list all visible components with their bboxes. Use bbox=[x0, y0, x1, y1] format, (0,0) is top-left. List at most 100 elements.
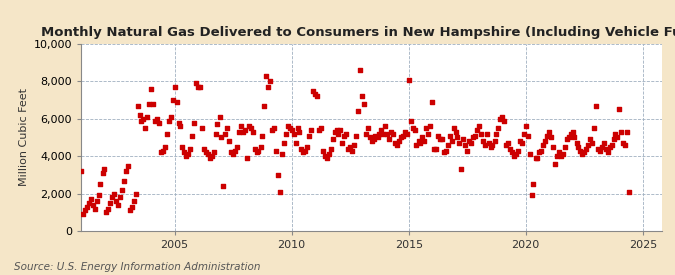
Point bbox=[444, 133, 455, 138]
Point bbox=[230, 148, 240, 153]
Point bbox=[146, 87, 157, 91]
Point bbox=[222, 126, 233, 130]
Point bbox=[516, 141, 527, 145]
Point bbox=[161, 131, 172, 136]
Point bbox=[335, 128, 346, 132]
Point bbox=[341, 131, 352, 136]
Point bbox=[505, 147, 516, 151]
Point bbox=[78, 212, 88, 216]
Point bbox=[378, 131, 389, 136]
Point bbox=[236, 124, 246, 128]
Point bbox=[477, 139, 488, 144]
Point bbox=[589, 126, 599, 130]
Point bbox=[107, 195, 117, 200]
Point bbox=[220, 131, 231, 136]
Point bbox=[374, 131, 385, 136]
Point bbox=[514, 139, 525, 144]
Point bbox=[380, 124, 391, 128]
Point bbox=[421, 126, 431, 130]
Point bbox=[433, 133, 443, 138]
Point bbox=[300, 148, 310, 153]
Point bbox=[551, 154, 562, 158]
Point bbox=[83, 201, 94, 205]
Point bbox=[136, 119, 146, 123]
Point bbox=[368, 137, 379, 142]
Point bbox=[196, 126, 207, 130]
Point bbox=[134, 113, 145, 117]
Point bbox=[538, 143, 549, 147]
Point bbox=[117, 188, 128, 192]
Point bbox=[437, 137, 448, 142]
Point bbox=[76, 169, 86, 173]
Point bbox=[317, 148, 328, 153]
Point bbox=[389, 141, 400, 145]
Point bbox=[150, 119, 161, 123]
Point bbox=[280, 131, 291, 136]
Point bbox=[140, 126, 151, 130]
Point bbox=[194, 85, 205, 89]
Point bbox=[524, 152, 535, 156]
Point bbox=[175, 124, 186, 128]
Point bbox=[86, 197, 97, 201]
Point bbox=[130, 191, 141, 196]
Point bbox=[126, 205, 137, 209]
Point bbox=[333, 131, 344, 136]
Point bbox=[608, 137, 619, 142]
Point bbox=[394, 139, 404, 144]
Title: Monthly Natural Gas Delivered to Consumers in New Hampshire (Including Vehicle F: Monthly Natural Gas Delivered to Consume… bbox=[41, 26, 675, 39]
Point bbox=[448, 126, 459, 130]
Point bbox=[282, 124, 293, 128]
Point bbox=[273, 173, 284, 177]
Point bbox=[620, 143, 630, 147]
Point bbox=[284, 126, 295, 130]
Point bbox=[598, 141, 609, 145]
Point bbox=[245, 126, 256, 130]
Point bbox=[296, 147, 307, 151]
Point bbox=[210, 131, 221, 136]
Point bbox=[113, 203, 124, 207]
Point bbox=[587, 141, 597, 145]
Point bbox=[286, 128, 297, 132]
Point bbox=[472, 128, 483, 132]
Point bbox=[396, 135, 406, 140]
Point bbox=[227, 152, 238, 156]
Point bbox=[614, 107, 625, 112]
Point bbox=[466, 141, 477, 145]
Point bbox=[132, 103, 143, 108]
Point bbox=[483, 141, 494, 145]
Point bbox=[385, 130, 396, 134]
Point bbox=[569, 135, 580, 140]
Point bbox=[549, 161, 560, 166]
Point bbox=[312, 94, 323, 98]
Point bbox=[616, 130, 626, 134]
Point bbox=[238, 130, 248, 134]
Point bbox=[103, 206, 114, 211]
Point bbox=[202, 152, 213, 156]
Point bbox=[510, 152, 521, 156]
Point bbox=[405, 119, 416, 123]
Point bbox=[179, 150, 190, 155]
Point bbox=[454, 141, 465, 145]
Point bbox=[580, 147, 591, 151]
Point bbox=[156, 150, 167, 155]
Point bbox=[185, 147, 196, 151]
Point bbox=[327, 137, 338, 142]
Point bbox=[216, 135, 227, 140]
Point bbox=[191, 81, 202, 86]
Point bbox=[244, 124, 254, 128]
Point bbox=[562, 137, 572, 142]
Point bbox=[622, 130, 632, 134]
Point bbox=[80, 208, 90, 213]
Point bbox=[624, 189, 634, 194]
Point bbox=[323, 152, 334, 156]
Point bbox=[253, 148, 264, 153]
Point bbox=[292, 126, 303, 130]
Point bbox=[398, 133, 408, 138]
Point bbox=[207, 154, 217, 158]
Point bbox=[165, 115, 176, 119]
Point bbox=[565, 131, 576, 136]
Point bbox=[530, 156, 541, 160]
Point bbox=[544, 130, 555, 134]
Point bbox=[275, 189, 286, 194]
Point bbox=[474, 124, 485, 128]
